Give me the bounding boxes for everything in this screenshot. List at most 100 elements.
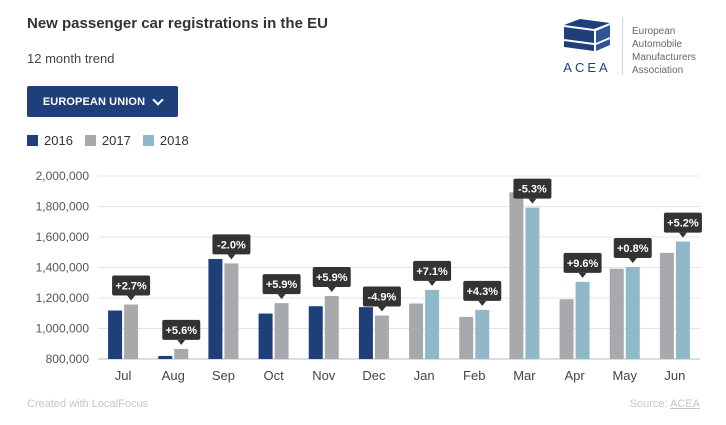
change-label-bg (162, 319, 201, 340)
x-tick-label: Aug (162, 368, 185, 383)
bar-2016-sep[interactable] (208, 258, 223, 359)
change-label-pointer (578, 272, 587, 278)
legend-swatch-2017 (84, 135, 96, 146)
x-tick-label: Oct (263, 368, 284, 383)
change-label-pointer (127, 295, 136, 301)
change-label-pointer (227, 254, 236, 260)
bar-2017-dec[interactable] (374, 315, 389, 359)
bar-2018-feb[interactable] (475, 309, 490, 359)
change-label-pointer (277, 294, 286, 300)
org-line: Manufacturers (632, 52, 696, 63)
bar-2016-oct[interactable] (258, 313, 273, 359)
x-tick-label: Feb (463, 368, 485, 383)
x-tick-label: Dec (362, 368, 386, 383)
bar-2016-aug[interactable] (158, 355, 173, 359)
bar-2017-aug[interactable] (174, 348, 189, 359)
change-label-bg (262, 274, 301, 295)
change-label: -4.9% (368, 292, 397, 304)
bar-2017-jan[interactable] (409, 303, 424, 359)
source-link[interactable]: ACEA (670, 398, 700, 410)
legend-item-2018[interactable]: 2018 (142, 133, 189, 148)
change-label: +9.6% (567, 258, 599, 270)
bar-2017-feb[interactable] (459, 316, 474, 359)
chart-subtitle: 12 month trend (27, 51, 115, 66)
bar-2017-jul[interactable] (124, 304, 139, 359)
change-label: +5.2% (667, 218, 699, 230)
acea-wordmark: ACEA (563, 60, 611, 75)
change-label: +5.9% (266, 279, 298, 291)
bar-2018-jun[interactable] (675, 241, 690, 359)
change-label: +7.1% (416, 266, 448, 278)
change-label: +4.3% (467, 286, 499, 298)
change-label-pointer (377, 306, 386, 312)
change-label-bg (463, 280, 502, 301)
bar-2016-jul[interactable] (108, 310, 123, 359)
legend-item-2016[interactable]: 2016 (27, 133, 73, 148)
acea-logo-icon (564, 19, 610, 51)
change-label: +5.6% (166, 325, 198, 337)
bar-2017-apr[interactable] (559, 299, 574, 359)
acea-org-name: European Automobile Manufacturers Associ… (632, 25, 696, 77)
change-label: -5.3% (518, 184, 547, 196)
region-dropdown[interactable]: EUROPEAN UNION (27, 86, 178, 117)
x-tick-label: Apr (564, 368, 585, 383)
chart-title: New passenger car registrations in the E… (27, 15, 328, 32)
y-tick-label: 1,000,000 (36, 322, 90, 336)
change-label-bg (362, 286, 401, 307)
bar-2017-oct[interactable] (274, 303, 289, 359)
legend: 2016 2017 2018 (27, 133, 189, 148)
change-label-pointer (177, 339, 186, 345)
bar-2016-nov[interactable] (308, 306, 323, 359)
bar-2017-nov[interactable] (324, 296, 339, 359)
legend-item-2017[interactable]: 2017 (84, 133, 131, 148)
y-tick-label: 1,400,000 (36, 261, 90, 275)
bar-2017-may[interactable] (609, 268, 624, 359)
bar-2017-mar[interactable] (509, 192, 524, 359)
legend-label-2018: 2018 (159, 133, 189, 148)
source-label: Source: (629, 398, 668, 410)
y-tick-label: 800,000 (46, 352, 90, 366)
x-tick-label: Jun (664, 368, 685, 383)
org-line: Association (632, 65, 684, 76)
change-label-bg (212, 234, 251, 255)
change-label-bg (513, 178, 552, 199)
x-tick-label: May (612, 368, 637, 383)
change-label-bg (112, 275, 151, 296)
y-tick-label: 1,800,000 (36, 200, 90, 214)
bar-2017-sep[interactable] (224, 263, 239, 359)
bar-2018-mar[interactable] (525, 207, 540, 359)
x-tick-label: Nov (312, 368, 336, 383)
change-label: +2.7% (115, 281, 147, 293)
change-label: +5.9% (316, 272, 348, 284)
x-tick-label: Jul (115, 368, 132, 383)
bar-2018-apr[interactable] (575, 281, 590, 359)
x-tick-label: Jan (414, 368, 435, 383)
bar-2017-jun[interactable] (659, 252, 674, 359)
x-tick-label: Sep (212, 368, 235, 383)
bar-2018-may[interactable] (625, 267, 640, 359)
change-label-bg (563, 252, 602, 273)
change-label-pointer (428, 280, 437, 286)
change-label-bg (413, 260, 452, 281)
change-label: -2.0% (217, 239, 246, 251)
change-label: +0.8% (617, 243, 649, 255)
change-label-pointer (628, 258, 637, 264)
change-label-pointer (678, 232, 687, 238)
created-with-credit: Created with LocalFocus (27, 398, 149, 410)
bar-2018-jan[interactable] (425, 289, 440, 359)
change-label-pointer (478, 300, 487, 306)
legend-label-2016: 2016 (44, 133, 73, 148)
logo-divider (622, 17, 623, 75)
change-label-bg (312, 267, 351, 288)
region-dropdown-label: EUROPEAN UNION (42, 95, 146, 108)
legend-label-2017: 2017 (101, 133, 131, 148)
y-tick-label: 2,000,000 (36, 169, 90, 183)
legend-swatch-2018 (142, 135, 154, 146)
legend-swatch-2016 (27, 135, 38, 146)
change-label-bg (663, 212, 702, 233)
change-label-bg (613, 238, 652, 259)
bar-2016-dec[interactable] (358, 307, 373, 359)
y-tick-label: 1,200,000 (36, 291, 90, 305)
org-line: European (632, 26, 676, 37)
